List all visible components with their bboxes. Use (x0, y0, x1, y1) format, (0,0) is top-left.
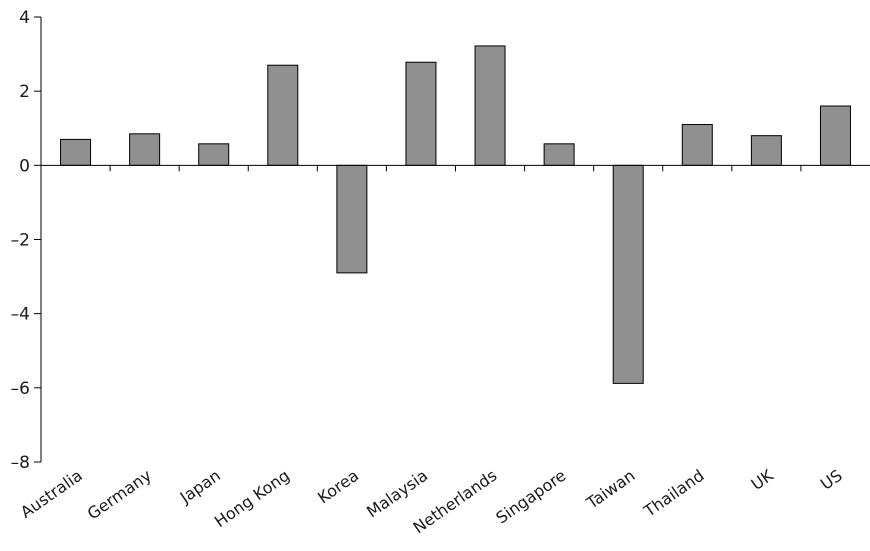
bar (60, 138, 92, 166)
x-category-label: Hong Kong (211, 466, 293, 531)
x-category-label: Australia (17, 466, 86, 522)
y-tick-label: –8 (11, 453, 30, 473)
x-category-label: Germany (84, 466, 155, 524)
y-tick-label: –4 (11, 305, 30, 325)
y-axis: 4 2 0 –2 –4 –6 –8 (11, 8, 42, 473)
bars (60, 45, 851, 384)
bar (612, 164, 644, 384)
bar (198, 143, 230, 166)
y-tick-label: –6 (11, 379, 30, 399)
x-category-label: Taiwan (582, 466, 638, 513)
y-tick-label: 0 (19, 156, 30, 176)
bar (750, 135, 782, 166)
bar (681, 124, 713, 166)
bar (336, 164, 368, 274)
x-category-label: Thailand (640, 466, 708, 522)
x-axis (41, 164, 870, 172)
y-tick-label: –2 (11, 231, 30, 251)
bar (267, 64, 299, 166)
x-category-label: Japan (176, 466, 224, 508)
x-category-label: Singapore (492, 466, 569, 528)
bar (543, 143, 575, 166)
y-tick-label: 2 (19, 82, 30, 102)
x-category-label: Korea (314, 466, 362, 508)
x-category-label: UK (748, 465, 778, 494)
bar (405, 61, 437, 166)
bar (819, 105, 851, 166)
bar (129, 133, 161, 166)
y-tick-label: 4 (19, 8, 30, 28)
bar (474, 45, 506, 166)
x-category-label: US (817, 466, 846, 494)
